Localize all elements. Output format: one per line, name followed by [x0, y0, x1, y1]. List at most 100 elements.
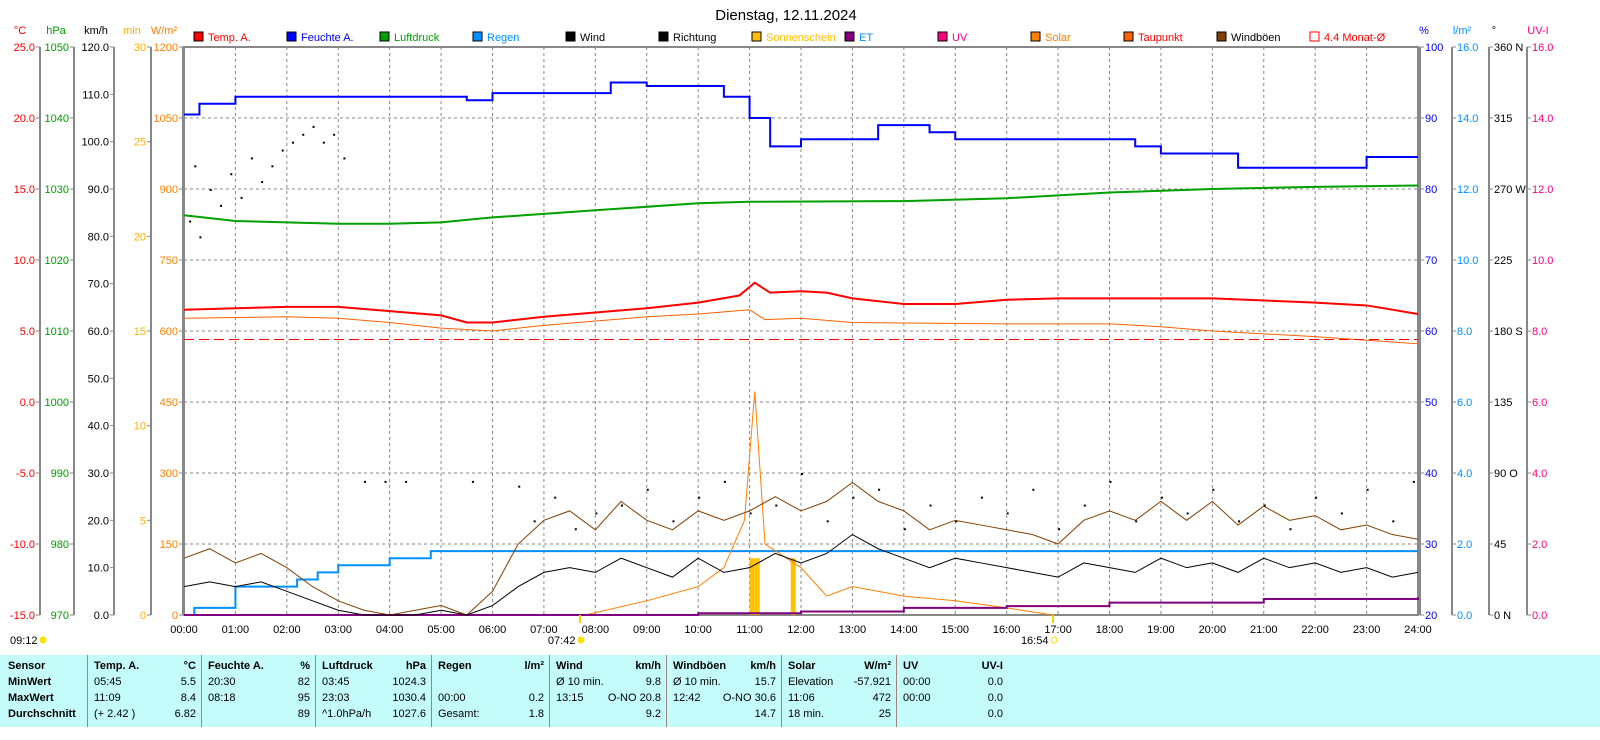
- legend-swatch: [751, 31, 762, 42]
- stats-cell: 0.0: [987, 708, 1003, 720]
- pressure-tick-label: 1050: [45, 42, 69, 54]
- sun-event-time: 09:12: [10, 635, 38, 647]
- direction-point: [852, 496, 855, 499]
- stats-cell: 0.2: [528, 692, 544, 704]
- direction-point: [672, 520, 675, 523]
- series-regen: [184, 550, 1418, 616]
- humidity-axis-unit: %: [1419, 25, 1429, 37]
- sun-event-time: 07:42: [548, 635, 576, 647]
- x-tick-label: 22:00: [1301, 624, 1329, 636]
- direction-point: [1315, 496, 1318, 499]
- stats-header: Temp. A.: [94, 660, 140, 672]
- humidity-tick-label: 20: [1425, 610, 1437, 622]
- solar-axis-unit: W/m²: [151, 25, 178, 37]
- direction-point: [1186, 512, 1189, 515]
- direction-point: [219, 204, 222, 207]
- stats-column: Luftdruck hPa 03:45 1024.3 23:03 1030.4 ^1.0hP…: [316, 655, 432, 727]
- solar-tick-label: 300: [160, 468, 178, 480]
- x-tick-label: 12:00: [787, 624, 815, 636]
- stats-header: Regen: [438, 660, 472, 672]
- direction-point: [291, 141, 294, 144]
- direction-point: [333, 133, 336, 136]
- wind-tick-label: 90.0: [88, 184, 109, 196]
- direction-point: [230, 173, 233, 176]
- direction-point: [574, 528, 577, 531]
- stats-column: Wind km/h Ø 10 min. 9.8 13:15 O-NO 20.8 9.2: [550, 655, 667, 727]
- stats-cell: 08:18: [208, 692, 236, 704]
- direction-point: [281, 149, 284, 152]
- solar-tick-label: 750: [160, 255, 178, 267]
- series-feuchte-a-: [184, 81, 1418, 169]
- stats-cell: O-NO 20.8: [607, 692, 661, 704]
- legend-label: Luftdruck: [394, 32, 440, 44]
- x-tick-label: 01:00: [222, 624, 250, 636]
- stats-header: MaxWert: [8, 692, 54, 704]
- direction-point: [826, 520, 829, 523]
- stats-column: Regen l/m² 00:00 0.2 Gesamt: 1.8: [432, 655, 550, 727]
- direction-tick-label: 225: [1494, 255, 1512, 267]
- sunmin-tick-label: 20: [134, 231, 146, 243]
- direction-point: [1412, 480, 1415, 483]
- direction-point: [723, 480, 726, 483]
- direction-point: [194, 165, 197, 168]
- weather-chart: Dienstag, 12.11.2024 Temp. A. Feuchte A. Lu…: [10, 7, 1554, 647]
- legend-swatch: [379, 31, 390, 42]
- stats-cell: 11:06: [788, 692, 815, 704]
- wind-tick-label: 120.0: [81, 42, 109, 54]
- stats-column: Solar W/m² Elevation -57.921 11:06 472 18 min.…: [782, 655, 897, 727]
- stats-cell: 1.8: [528, 708, 544, 720]
- stats-cell: 6.82: [174, 708, 196, 720]
- wind-tick-label: 50.0: [88, 373, 109, 385]
- legend-label: UV: [952, 32, 968, 44]
- legend-label: ET: [859, 32, 873, 44]
- legend-swatch: [937, 31, 948, 42]
- temp-tick-label: 0.0: [20, 397, 35, 409]
- rain-axis-unit: l/m²: [1453, 25, 1472, 37]
- direction-point: [1006, 512, 1009, 515]
- x-tick-label: 23:00: [1353, 624, 1381, 636]
- stats-header: km/h: [750, 660, 776, 672]
- x-tick-label: 05:00: [427, 624, 455, 636]
- legend-label: Temp. A.: [208, 32, 251, 44]
- pressure-tick-label: 980: [51, 539, 69, 551]
- stats-cell: 0.0: [987, 676, 1003, 688]
- x-tick-label: 04:00: [376, 624, 404, 636]
- x-tick-label: 07:00: [530, 624, 558, 636]
- humidity-tick-label: 70: [1425, 255, 1437, 267]
- legend-swatch: [1123, 31, 1134, 42]
- stats-header: Windböen: [673, 660, 727, 672]
- x-tick-label: 09:00: [633, 624, 661, 636]
- sunmin-tick-label: 30: [134, 42, 146, 54]
- stats-cell: 8.4: [180, 692, 196, 704]
- direction-point: [1058, 528, 1061, 531]
- temp-tick-label: 10.0: [14, 255, 35, 267]
- wind-tick-label: 20.0: [88, 515, 109, 527]
- direction-point: [1392, 520, 1395, 523]
- stats-header: UV: [903, 660, 919, 672]
- x-tick-label: 19:00: [1147, 624, 1175, 636]
- stats-cell: 23:03: [322, 692, 350, 704]
- stats-cell: O-NO 30.6: [722, 692, 776, 704]
- stats-header: hPa: [405, 660, 426, 672]
- legend-label: Wind: [580, 32, 605, 44]
- stats-cell: 89: [297, 708, 310, 720]
- direction-point: [1160, 496, 1163, 499]
- legend-swatch: [565, 31, 576, 42]
- uvi-tick-label: 8.0: [1532, 326, 1547, 338]
- rain-tick-label: 16.0: [1457, 42, 1478, 54]
- stats-cell: 15.7: [754, 676, 776, 688]
- uvi-tick-label: 4.0: [1532, 468, 1547, 480]
- series-wind: [183, 533, 1419, 616]
- stats-cell: 95: [297, 692, 310, 704]
- direction-point: [554, 496, 557, 499]
- direction-point: [189, 220, 192, 223]
- x-tick-label: 18:00: [1096, 624, 1124, 636]
- x-tick-label: 15:00: [941, 624, 969, 636]
- x-tick-label: 06:00: [479, 624, 507, 636]
- uvi-tick-label: 0.0: [1532, 610, 1547, 622]
- direction-point: [775, 504, 778, 507]
- legend-swatch: [286, 31, 297, 42]
- direction-point: [533, 520, 536, 523]
- stats-cell: 12:42: [673, 692, 701, 704]
- stats-cell: 9.8: [645, 676, 661, 688]
